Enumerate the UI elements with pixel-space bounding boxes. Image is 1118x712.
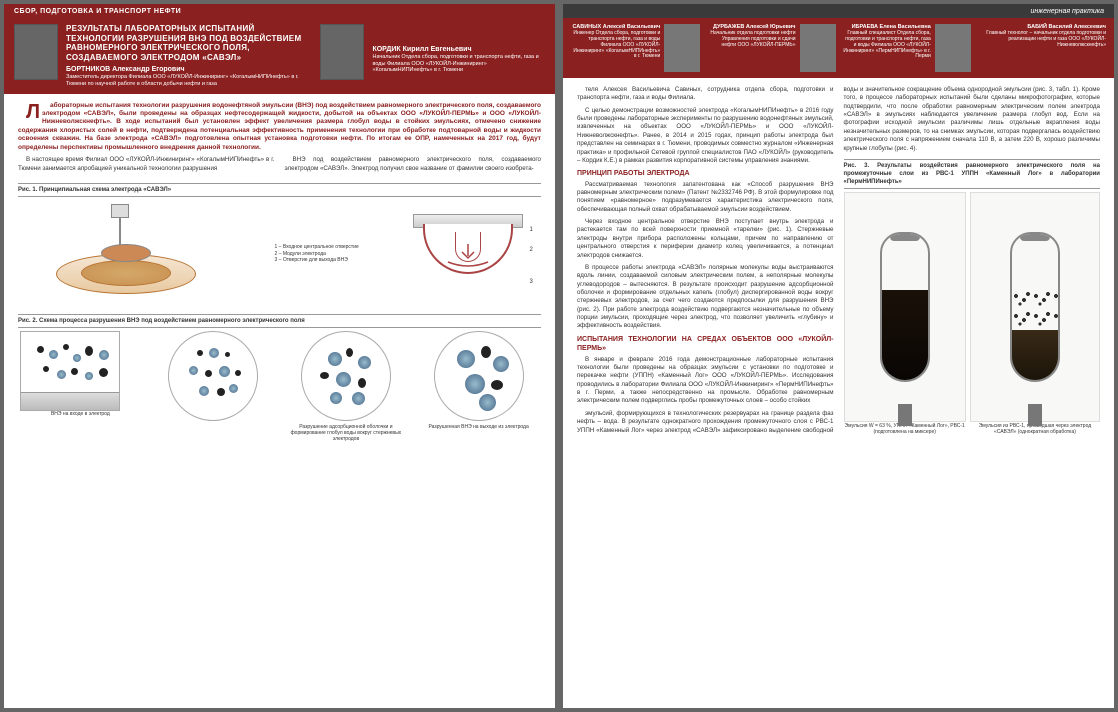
- fig1-caption: Рис. 1. Принципиальная схема электрода «…: [18, 183, 541, 197]
- process-stage-3: [434, 331, 524, 421]
- fig3-caption: Рис. 3. Результаты воздействия равномерн…: [844, 159, 1101, 189]
- process-inlet: [20, 331, 120, 411]
- process-stage-1: [168, 331, 258, 421]
- body-para: ВНЭ под воздействием равномерного электр…: [285, 156, 542, 173]
- flask-after: [970, 192, 1100, 422]
- body-para: С целью демонстрации возможностей электр…: [577, 107, 834, 166]
- author-title: Главный технолог – начальник отдела подг…: [977, 31, 1106, 48]
- proc-label-2: Разрушение адсорбционной оболочки и форм…: [286, 424, 406, 442]
- electrode-legend: 1 – Входное центральное отверстие 2 – Мо…: [274, 244, 394, 264]
- article-title: РЕЗУЛЬТАТЫ ЛАБОРАТОРНЫХ ИСПЫТАНИЙ ТЕХНОЛ…: [66, 24, 312, 62]
- body-para: Рассматриваемая технология запатентована…: [577, 181, 834, 214]
- process-stage-2: [301, 331, 391, 421]
- heading: ИСПЫТАНИЯ ТЕХНОЛОГИИ НА СРЕДАХ ОБЪЕКТОВ …: [577, 335, 834, 354]
- section-header-right: инженерная практика: [563, 4, 1114, 18]
- section-header-left: СБОР, ПОДГОТОВКА И ТРАНСПОРТ НЕФТИ: [4, 4, 555, 18]
- title-block: РЕЗУЛЬТАТЫ ЛАБОРАТОРНЫХ ИСПЫТАНИЙ ТЕХНОЛ…: [4, 18, 555, 94]
- figure-2: Рис. 2. Схема процесса разрушения ВНЭ по…: [18, 314, 541, 442]
- lead-paragraph: Лабораторные испытания технологии разруш…: [18, 102, 541, 153]
- body-para: Через входное центральное отверстие ВНЭ …: [577, 218, 834, 260]
- body-para: В настоящее время Филиал ООО «ЛУКОЙЛ-Инж…: [18, 156, 275, 173]
- flask-before: [844, 192, 966, 422]
- author-title-1: Заместитель директора Филиала ООО «ЛУКОЙ…: [66, 74, 312, 87]
- proc-label-3: Разрушенная ВНЭ на выходе из электрода: [419, 424, 539, 430]
- author-title: Начальник отдела подготовки нефти Управл…: [706, 31, 795, 48]
- figure-3: Рис. 3. Результаты воздействия равномерн…: [844, 159, 1101, 435]
- author-name-1: БОРТНИКОВ Александр Егорович: [66, 66, 312, 73]
- body-para: В процессе работы электрода «САВЭЛ» поля…: [577, 264, 834, 331]
- author-title: Инженер Отдела сбора, подготовки и транс…: [571, 31, 660, 60]
- author-photo: [800, 24, 836, 72]
- author-title-2: Начальник Отдела сбора, подготовки и тра…: [372, 54, 545, 74]
- heading: ПРИНЦИП РАБОТЫ ЭЛЕКТРОДА: [577, 169, 834, 178]
- body-left: Лабораторные испытания технологии разруш…: [4, 94, 555, 457]
- right-page: инженерная практика САВИНЫХ Алексей Васи…: [563, 4, 1114, 708]
- figure-1: Рис. 1. Принципиальная схема электрода «…: [18, 183, 541, 308]
- fig2-caption: Рис. 2. Схема процесса разрушения ВНЭ по…: [18, 314, 541, 328]
- proc-label-1: ВНЭ на входе в электрод: [20, 411, 140, 417]
- author-photo-1: [14, 24, 58, 80]
- body-para: В январе и феврале 2016 года демонстраци…: [577, 356, 834, 406]
- author-photo: [664, 24, 700, 72]
- author-title: Главный специалист Отдела сбора, подгото…: [842, 31, 931, 60]
- body-para: теля Алексея Васильевича Савиных, сотруд…: [577, 86, 834, 103]
- author-photo: [935, 24, 971, 72]
- authors-strip: САВИНЫХ Алексей Васильевич Инженер Отдел…: [563, 18, 1114, 78]
- electrode-schematic: [26, 204, 266, 304]
- electrode-crosssection: 1 2 3: [403, 204, 533, 304]
- body-right: теля Алексея Васильевича Савиных, сотруд…: [563, 78, 1114, 443]
- author-name-2: КОРДИК Кирилл Евгеньевич: [372, 46, 545, 53]
- left-page: СБОР, ПОДГОТОВКА И ТРАНСПОРТ НЕФТИ РЕЗУЛ…: [4, 4, 555, 708]
- author-photo-2: [320, 24, 364, 80]
